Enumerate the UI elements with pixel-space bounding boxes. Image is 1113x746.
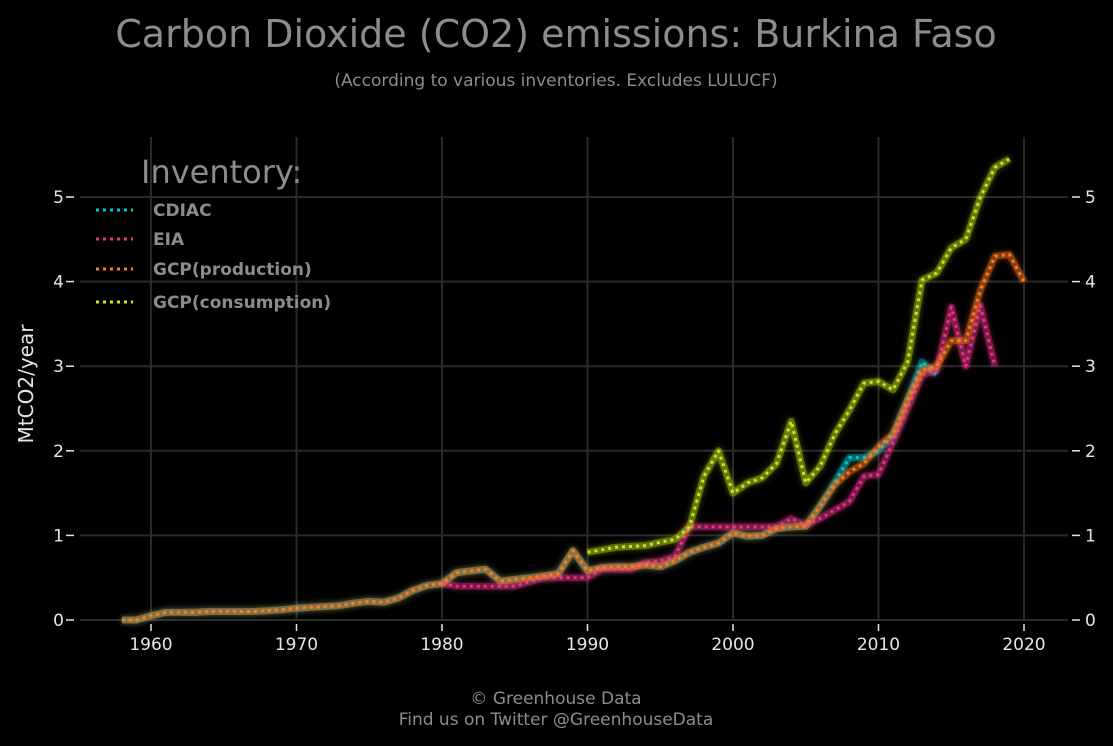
y-tick-label: 5 <box>53 188 64 208</box>
legend-label: CDIAC <box>153 201 212 221</box>
x-tick-label: 2020 <box>1002 635 1045 655</box>
y-tick-label-right: 2 <box>1085 442 1096 462</box>
y-axis-right: 0 1 2 3 4 5 <box>1072 188 1096 631</box>
y-tick-label-right: 1 <box>1085 526 1096 546</box>
legend-label: GCP(production) <box>153 260 312 280</box>
series-line <box>121 253 1026 622</box>
y-tick-label-right: 5 <box>1085 188 1096 208</box>
series-gcp-production- <box>121 251 1028 624</box>
y-axis-label: MtCO2/year <box>14 324 38 444</box>
x-tick-label: 1960 <box>129 635 172 655</box>
legend-label: EIA <box>153 230 185 250</box>
series-line <box>587 157 1011 554</box>
chart-subtitle: (According to various inventories. Exclu… <box>334 71 777 91</box>
series-gcp-consumption- <box>586 155 1012 556</box>
x-tick-label: 1980 <box>420 635 463 655</box>
series-lines <box>121 155 1028 624</box>
y-tick-label: 4 <box>53 273 64 293</box>
y-tick-label-right: 3 <box>1085 357 1096 377</box>
y-tick-label: 0 <box>53 611 64 631</box>
y-axis-left: 0 1 2 3 4 5 <box>53 188 74 631</box>
y-tick-label-right: 0 <box>1085 611 1096 631</box>
y-tick-label: 2 <box>53 442 64 462</box>
legend-item: EIA <box>96 230 185 250</box>
x-tick-label: 1970 <box>275 635 318 655</box>
footer-twitter: Find us on Twitter @GreenhouseData <box>399 710 714 730</box>
y-tick-label: 3 <box>53 357 64 377</box>
legend-item: GCP(consumption) <box>96 293 331 313</box>
x-tick-label: 2000 <box>711 635 754 655</box>
legend-label: GCP(consumption) <box>153 293 331 313</box>
legend-item: GCP(production) <box>96 260 312 280</box>
x-tick-label: 1990 <box>566 635 609 655</box>
footer-copyright: © Greenhouse Data <box>470 689 641 709</box>
x-axis: 1960 1970 1980 1990 2000 2010 2020 <box>129 624 1046 655</box>
legend: Inventory: CDIAC EIA GCP(production) GCP(co… <box>96 153 331 313</box>
y-tick-label-right: 4 <box>1085 273 1096 293</box>
legend-item: CDIAC <box>96 201 212 221</box>
chart-title: Carbon Dioxide (CO2) emissions: Burkina … <box>115 12 996 56</box>
legend-title: Inventory: <box>141 153 302 191</box>
x-tick-label: 2010 <box>857 635 900 655</box>
y-tick-label: 1 <box>53 526 64 546</box>
